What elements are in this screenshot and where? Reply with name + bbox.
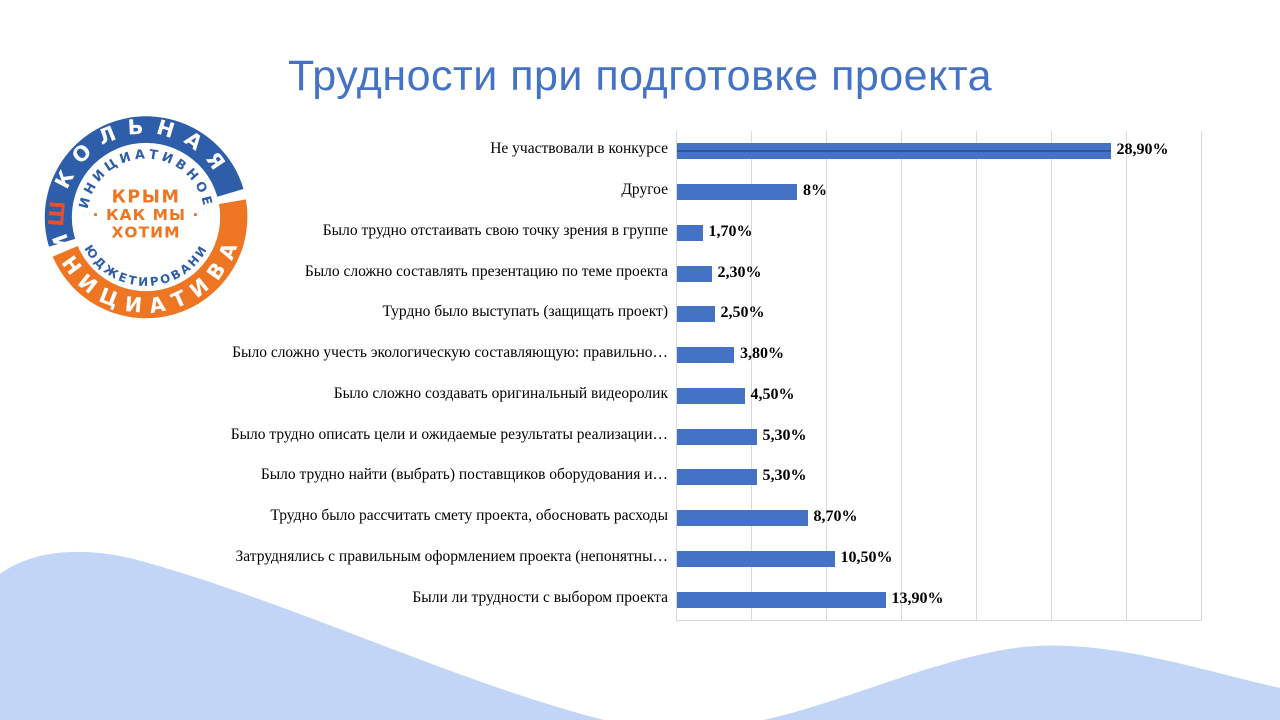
category-label: Были ли трудности с выбором проекта (412, 588, 668, 606)
bar (677, 469, 757, 486)
category-axis-line (676, 620, 1202, 621)
value-label: 8% (803, 182, 827, 200)
logo-center-line3: ХОТИМ (112, 224, 181, 242)
value-label: 28,90% (1116, 141, 1169, 159)
category-label: Было сложно составлять презентацию по те… (304, 262, 668, 280)
gridline (1201, 131, 1202, 620)
bar (677, 306, 715, 323)
gridline (901, 131, 902, 620)
category-label: Трудно было рассчитать смету проекта, об… (270, 507, 668, 525)
category-label: Было трудно описать цели и ожидаемые рез… (230, 425, 668, 443)
bar (677, 347, 734, 364)
value-label: 10,50% (840, 548, 893, 566)
bar (677, 184, 797, 201)
logo-blue-ring (44, 116, 244, 247)
value-label: 1,70% (708, 222, 753, 240)
category-label: Другое (621, 181, 668, 199)
gridline (751, 131, 752, 620)
value-label: 4,50% (750, 385, 795, 403)
bar (677, 510, 808, 527)
logo-orange-ring (52, 199, 248, 319)
gridline (1051, 131, 1052, 620)
logo-center-line1: КРЫМ (112, 188, 181, 208)
category-label: Было сложно создавать оригинальный видео… (333, 384, 668, 402)
gridline (676, 131, 677, 620)
bar (677, 265, 712, 282)
bar-center-line (677, 150, 1111, 153)
value-label: 2,30% (717, 263, 762, 281)
value-label: 2,50% (720, 304, 765, 322)
value-label: 8,70% (813, 508, 858, 526)
gridline (976, 131, 977, 620)
page-title: Трудности при подготовке проекта (287, 52, 993, 100)
value-label: 5,30% (762, 467, 807, 485)
category-label: Турдно было выступать (защищать проект) (382, 303, 668, 321)
bar (677, 550, 835, 567)
category-label: Затруднялись с правильным оформлением пр… (235, 547, 668, 565)
bar (677, 143, 1111, 160)
category-label: Было сложно учесть экологическую составл… (232, 344, 668, 362)
value-label: 5,30% (762, 426, 807, 444)
bar (677, 224, 703, 241)
bar (677, 428, 757, 445)
category-label: Было трудно отстаивать свою точку зрения… (322, 221, 668, 239)
bar (677, 387, 745, 404)
gridline (1126, 131, 1127, 620)
logo-center-line2: · КАК МЫ · (93, 206, 200, 224)
category-label: Не участвовали в конкурсе (490, 140, 668, 158)
school-initiative-logo-icon: ШКОЛЬНАЯ ИНИЦИАТИВА ИНИЦИАТИВНОЕ БЮДЖЕТИ… (43, 114, 248, 319)
logo-inner-disc (71, 142, 221, 292)
value-label: 13,90% (891, 589, 944, 607)
gridline (826, 131, 827, 620)
bar (677, 591, 886, 608)
category-label: Было трудно найти (выбрать) поставщиков … (260, 466, 668, 484)
value-label: 3,80% (740, 345, 784, 363)
